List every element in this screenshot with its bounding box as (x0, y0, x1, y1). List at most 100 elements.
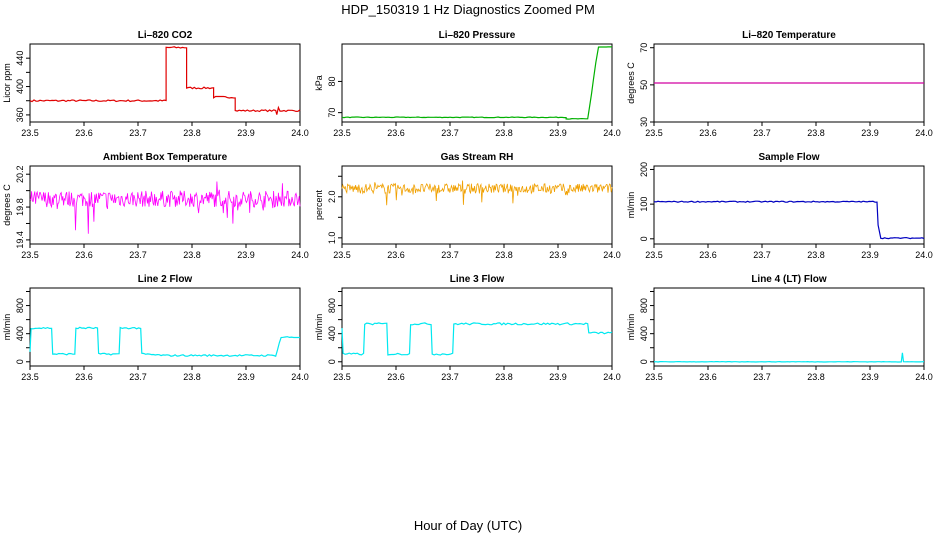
x-tick-label: 23.5 (333, 250, 351, 260)
y-tick-label: 800 (639, 298, 649, 313)
x-tick-label: 23.6 (387, 128, 405, 138)
x-tick-label: 23.9 (861, 250, 879, 260)
x-tick-label: 23.9 (237, 372, 255, 382)
panel-title: Li–820 CO2 (138, 30, 193, 41)
y-tick-label: 200 (639, 162, 649, 177)
x-tick-label: 23.8 (807, 128, 825, 138)
x-tick-label: 24.0 (291, 372, 309, 382)
panel-title: Li–820 Temperature (742, 30, 836, 41)
x-tick-label: 23.6 (699, 372, 717, 382)
x-tick-label: 23.6 (387, 250, 405, 260)
x-tick-label: 23.6 (75, 372, 93, 382)
x-tick-label: 23.7 (129, 250, 147, 260)
x-tick-label: 23.7 (441, 250, 459, 260)
y-tick-label: 70 (327, 108, 337, 118)
x-tick-label: 23.9 (861, 372, 879, 382)
series-line (653, 352, 925, 363)
y-tick-label: 19.4 (15, 231, 25, 249)
x-tick-label: 23.5 (645, 372, 663, 382)
x-tick-label: 23.5 (333, 128, 351, 138)
y-tick-label: 2.0 (327, 191, 337, 204)
y-tick-label: 440 (15, 51, 25, 66)
plot-frame (341, 43, 613, 123)
series-line (29, 326, 300, 358)
x-tick-label: 23.5 (21, 128, 39, 138)
y-tick-label: 20.2 (15, 165, 25, 183)
page-title: HDP_150319 1 Hz Diagnostics Zoomed PM (341, 2, 595, 17)
x-tick-label: 24.0 (915, 128, 933, 138)
x-tick-label: 23.7 (129, 372, 147, 382)
plot-frame (653, 165, 925, 245)
x-axis-label: Hour of Day (UTC) (413, 518, 523, 533)
panel-title: Ambient Box Temperature (103, 152, 228, 163)
y-axis-label: ml/min (2, 314, 12, 341)
x-tick-label: 23.8 (807, 250, 825, 260)
panel-9: Line 4 (LT) Flow ml/min 23.5 23.6 23.7 23.8 23… (626, 274, 933, 382)
y-axis-label: ml/min (626, 192, 636, 219)
x-tick-label: 23.9 (237, 128, 255, 138)
x-tick-label: 23.7 (753, 250, 771, 260)
x-tick-label: 23.6 (75, 250, 93, 260)
x-tick-label: 24.0 (291, 128, 309, 138)
plot-frame (341, 165, 613, 245)
series-line (29, 181, 301, 234)
series-line (341, 46, 613, 120)
x-tick-label: 23.8 (495, 372, 513, 382)
y-tick-label: 400 (15, 79, 25, 94)
panel-title: Line 3 Flow (450, 274, 505, 285)
x-tick-label: 23.5 (333, 372, 351, 382)
x-tick-label: 23.6 (75, 128, 93, 138)
y-tick-label: 800 (15, 298, 25, 313)
x-tick-label: 23.5 (21, 250, 39, 260)
series-line (341, 180, 613, 206)
panel-title: Li–820 Pressure (439, 30, 516, 41)
y-tick-label: 19.8 (15, 198, 25, 216)
x-tick-label: 23.8 (807, 372, 825, 382)
x-tick-label: 23.8 (183, 372, 201, 382)
y-tick-label: 70 (639, 43, 649, 53)
x-tick-label: 23.7 (753, 128, 771, 138)
plot-frame (341, 287, 613, 367)
panel-8: Line 3 Flow ml/min 23.5 23.6 23.7 23.8 23.9 24.… (314, 274, 621, 382)
x-tick-label: 24.0 (603, 128, 621, 138)
x-tick-label: 24.0 (603, 250, 621, 260)
x-tick-label: 23.5 (645, 250, 663, 260)
y-tick-label: 0 (15, 359, 25, 364)
y-axis-label: percent (314, 189, 324, 220)
panel-title: Line 2 Flow (138, 274, 193, 285)
x-tick-label: 23.7 (441, 128, 459, 138)
x-tick-label: 23.8 (183, 250, 201, 260)
y-axis-label: degrees C (626, 62, 636, 104)
plot-frame (29, 287, 301, 367)
x-tick-label: 23.6 (699, 128, 717, 138)
x-tick-label: 23.9 (861, 128, 879, 138)
y-tick-label: 0 (639, 236, 649, 241)
panel-1: Li–820 CO2 Licor ppm 23.5 23.6 23.7 23.8 23.9 2… (2, 30, 309, 138)
x-tick-label: 24.0 (915, 372, 933, 382)
y-tick-label: 50 (639, 80, 649, 90)
y-tick-label: 360 (15, 107, 25, 122)
x-tick-label: 23.7 (441, 372, 459, 382)
y-tick-label: 1.0 (327, 232, 337, 245)
plot-frame (29, 43, 301, 123)
panel-3: Li–820 Temperature degrees C 23.5 23.6 23.7 2… (626, 30, 933, 138)
x-tick-label: 23.9 (549, 372, 567, 382)
series-line (653, 200, 925, 240)
series-line (29, 46, 301, 115)
x-tick-label: 23.6 (699, 250, 717, 260)
x-tick-label: 23.5 (21, 372, 39, 382)
panel-7: Line 2 Flow ml/min 23.5 23.6 23.7 23.8 23.9 24.… (2, 274, 309, 382)
panel-title: Gas Stream RH (441, 152, 514, 163)
y-axis-label: ml/min (626, 314, 636, 341)
panel-title: Line 4 (LT) Flow (751, 274, 827, 285)
series-line (341, 322, 613, 356)
y-tick-label: 400 (327, 326, 337, 341)
y-tick-label: 0 (327, 359, 337, 364)
x-tick-label: 23.5 (645, 128, 663, 138)
y-axis-label: Licor ppm (2, 63, 12, 103)
y-tick-label: 100 (639, 197, 649, 212)
x-tick-label: 23.7 (129, 128, 147, 138)
x-tick-label: 23.6 (387, 372, 405, 382)
panel-2: Li–820 Pressure kPa 23.5 23.6 23.7 23.8 23.9 24… (314, 30, 621, 138)
